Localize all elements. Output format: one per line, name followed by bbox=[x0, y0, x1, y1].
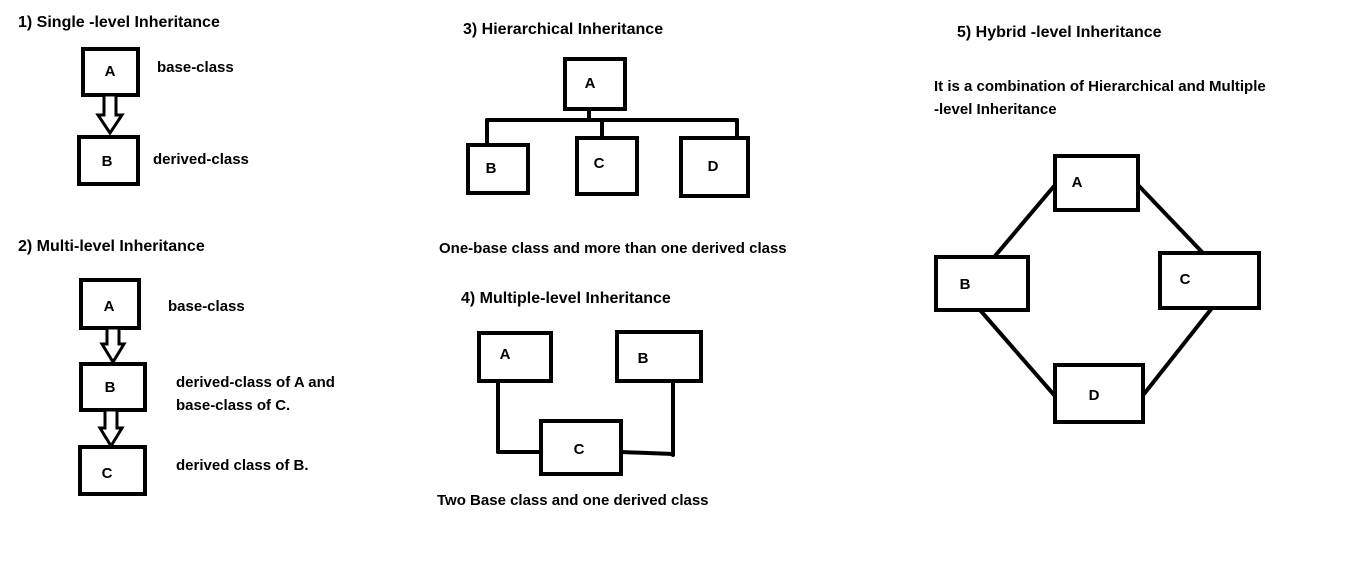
hier-node-b-box bbox=[466, 143, 530, 195]
hier-node-c-label: C bbox=[594, 155, 605, 172]
multi-node-b-label: B bbox=[105, 379, 116, 396]
section-multi-level: 2) Multi-level Inheritance A B C base-cl… bbox=[18, 238, 335, 496]
single-node-b-label: B bbox=[102, 153, 113, 170]
single-level-title: 1) Single -level Inheritance bbox=[18, 14, 220, 31]
hybrid-node-b-label: B bbox=[960, 276, 971, 293]
hier-node-b-label: B bbox=[486, 160, 497, 177]
hier-node-d-box bbox=[679, 136, 750, 198]
multi-node-a-label: A bbox=[104, 298, 115, 315]
multi-node-c-label: C bbox=[102, 465, 113, 482]
hybrid-edge-a-c bbox=[1136, 183, 1204, 254]
multi-base-c-label: base-class of C. bbox=[176, 397, 290, 414]
hybrid-node-d-label: D bbox=[1089, 387, 1100, 404]
multi-derived-b-label: derived class of B. bbox=[176, 457, 309, 474]
single-node-a-label: A bbox=[105, 63, 116, 80]
hier-node-c-box bbox=[575, 136, 639, 196]
multiple-node-b-box bbox=[615, 330, 703, 383]
section-hybrid: 5) Hybrid -level Inheritance It is a com… bbox=[934, 24, 1266, 424]
hierarchical-caption: One-base class and more than one derived… bbox=[439, 240, 787, 257]
hybrid-description-line-2: -level Inheritance bbox=[934, 101, 1057, 118]
multi-arrow-b-to-c bbox=[97, 408, 125, 449]
multiple-title: 4) Multiple-level Inheritance bbox=[461, 290, 671, 307]
multiple-node-a-box bbox=[477, 331, 553, 383]
section-multiple: 4) Multiple-level Inheritance A B C Two … bbox=[437, 290, 709, 509]
single-base-class-label: base-class bbox=[157, 59, 234, 76]
hybrid-edge-b-d bbox=[978, 308, 1057, 398]
hybrid-node-c-label: C bbox=[1180, 271, 1191, 288]
single-inheritance-arrow bbox=[95, 93, 125, 136]
section-hierarchical: 3) Hierarchical Inheritance A B C D One-… bbox=[439, 21, 787, 257]
multiple-node-c-box bbox=[539, 419, 623, 476]
multi-derived-a-label: derived-class of A and bbox=[176, 374, 335, 391]
single-derived-class-label: derived-class bbox=[153, 151, 249, 168]
hybrid-node-c-box bbox=[1158, 251, 1261, 310]
hier-node-d-label: D bbox=[708, 158, 719, 175]
multi-node-b-box bbox=[79, 362, 147, 412]
multi-node-c-box bbox=[78, 445, 147, 496]
multiple-line-b-to-c bbox=[619, 450, 675, 456]
hier-node-a-box bbox=[563, 57, 627, 111]
section-single-level: 1) Single -level Inheritance A B base-cl… bbox=[18, 14, 249, 186]
multi-base-class-label: base-class bbox=[168, 298, 245, 315]
hybrid-node-b-box bbox=[934, 255, 1030, 312]
hybrid-edge-a-b bbox=[993, 183, 1057, 258]
multiple-node-c-label: C bbox=[574, 441, 585, 458]
hybrid-node-d-box bbox=[1053, 363, 1145, 424]
multi-arrow-a-to-b bbox=[99, 326, 127, 365]
hier-node-a-label: A bbox=[585, 75, 596, 92]
multiple-node-a-label: A bbox=[500, 346, 511, 363]
hybrid-description-line-1: It is a combination of Hierarchical and … bbox=[934, 78, 1266, 95]
hybrid-edge-c-d bbox=[1142, 306, 1214, 396]
multi-level-title: 2) Multi-level Inheritance bbox=[18, 238, 205, 255]
hybrid-node-a-box bbox=[1053, 154, 1140, 212]
multiple-caption: Two Base class and one derived class bbox=[437, 492, 709, 509]
hybrid-node-a-label: A bbox=[1072, 174, 1083, 191]
multiple-node-b-label: B bbox=[638, 350, 649, 367]
hierarchical-title: 3) Hierarchical Inheritance bbox=[463, 21, 663, 38]
hybrid-title: 5) Hybrid -level Inheritance bbox=[957, 24, 1162, 41]
single-node-b-box bbox=[77, 135, 140, 186]
